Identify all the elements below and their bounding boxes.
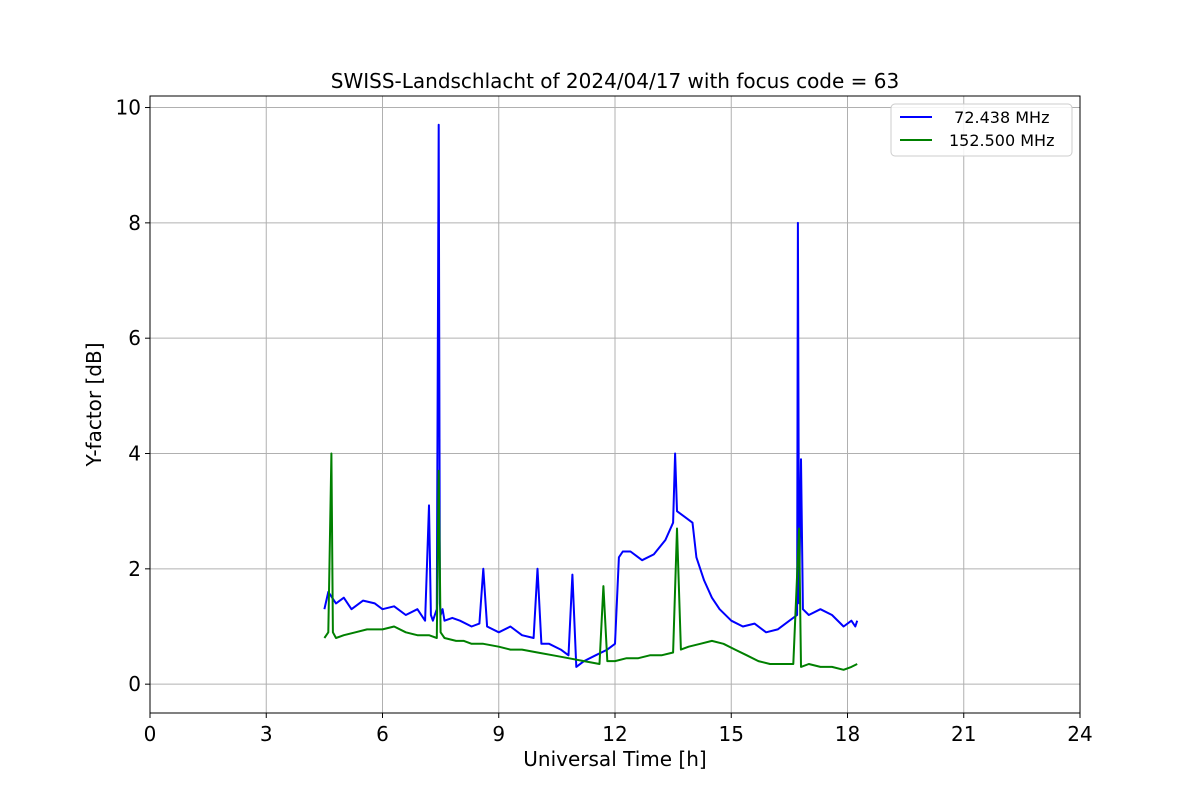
- series-line-2: [323, 452, 858, 671]
- y-tick-label: 8: [128, 211, 141, 235]
- y-tick-label: 2: [128, 557, 141, 581]
- y-tick-label: 6: [128, 326, 141, 350]
- x-tick-label: 12: [602, 722, 627, 746]
- x-tick-label: 3: [260, 722, 273, 746]
- plot-area: [323, 123, 859, 671]
- y-axis-label: Y-factor [dB]: [82, 342, 106, 467]
- x-tick-label: 24: [1067, 722, 1092, 746]
- x-tick-label: 9: [492, 722, 505, 746]
- x-tick-label: 6: [376, 722, 389, 746]
- legend: 72.438 MHz 152.500 MHz: [890, 103, 1073, 157]
- chart-title: SWISS-Landschlacht of 2024/04/17 with fo…: [331, 69, 899, 93]
- legend-label-series-1: 72.438 MHz: [944, 108, 1049, 127]
- x-tick-label: 0: [144, 722, 157, 746]
- y-tick-label: 4: [128, 442, 141, 466]
- x-tick-label: 15: [719, 722, 744, 746]
- x-tick-label: 18: [835, 722, 860, 746]
- x-axis-label: Universal Time [h]: [523, 747, 706, 771]
- x-tick-label: 21: [951, 722, 976, 746]
- y-tick-label: 0: [128, 672, 141, 696]
- legend-box: [890, 103, 1073, 157]
- grid: [149, 96, 1081, 713]
- y-tick-label: 10: [116, 96, 141, 120]
- series-line-1: [323, 123, 859, 668]
- legend-label-series-2: 152.500 MHz: [949, 131, 1054, 150]
